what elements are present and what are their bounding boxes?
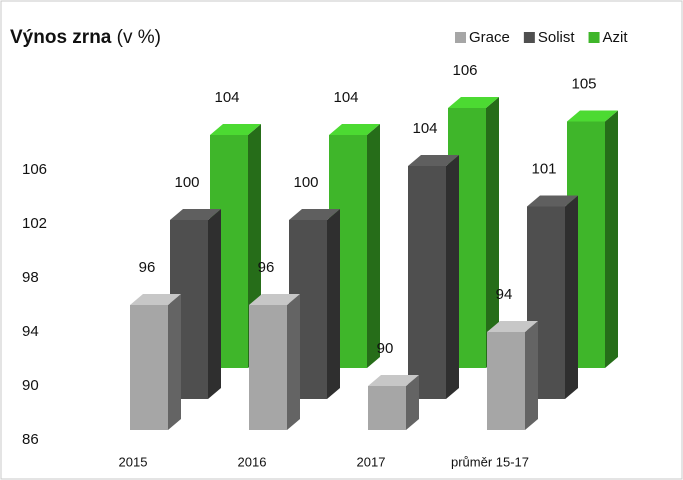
legend-swatch bbox=[523, 32, 535, 43]
value-label: 100 bbox=[174, 174, 199, 191]
title-text: Výnos zrna bbox=[10, 27, 112, 48]
y-tick-label: 86 bbox=[22, 431, 39, 448]
y-tick-label: 102 bbox=[22, 215, 47, 232]
bar-side bbox=[525, 321, 538, 430]
value-label: 96 bbox=[139, 259, 156, 276]
y-tick-label: 106 bbox=[22, 161, 47, 178]
bar-side bbox=[168, 294, 181, 430]
bar-top bbox=[249, 294, 300, 305]
legend-label: Azit bbox=[603, 29, 629, 46]
bar-side bbox=[327, 209, 340, 399]
bar-top bbox=[527, 195, 578, 207]
bar-top bbox=[210, 124, 261, 135]
value-label: 105 bbox=[571, 75, 596, 92]
bar-top bbox=[368, 375, 419, 386]
bar-top bbox=[170, 209, 221, 220]
bar-side bbox=[446, 155, 459, 399]
value-label: 94 bbox=[496, 286, 513, 303]
bar bbox=[487, 332, 525, 430]
legend-label: Solist bbox=[538, 29, 576, 46]
y-tick-label: 94 bbox=[22, 323, 39, 340]
chart-title: Výnos zrna (v %) bbox=[10, 27, 161, 48]
title-unit: (v %) bbox=[117, 27, 161, 48]
bar bbox=[408, 166, 446, 399]
bar-side bbox=[287, 294, 300, 430]
value-label: 104 bbox=[412, 120, 437, 137]
bar bbox=[249, 305, 287, 430]
y-tick-label: 98 bbox=[22, 269, 39, 286]
bar bbox=[130, 305, 168, 430]
value-label: 100 bbox=[293, 174, 318, 191]
bar-top bbox=[130, 294, 181, 305]
x-tick-label: 2015 bbox=[119, 454, 148, 469]
bar-side bbox=[406, 375, 419, 430]
bar-top bbox=[329, 124, 380, 135]
legend-swatch bbox=[588, 32, 600, 43]
bar-top bbox=[567, 110, 618, 122]
bar-side bbox=[486, 97, 499, 368]
bar-top bbox=[408, 155, 459, 166]
bar-side bbox=[208, 209, 221, 399]
value-label: 90 bbox=[377, 340, 394, 357]
value-label: 104 bbox=[333, 89, 358, 106]
value-label: 104 bbox=[214, 89, 239, 106]
y-tick-label: 90 bbox=[22, 377, 39, 394]
bar-top bbox=[487, 321, 538, 332]
value-label: 96 bbox=[258, 259, 275, 276]
bar-side bbox=[367, 124, 380, 368]
bar-side bbox=[605, 110, 618, 368]
value-label: 101 bbox=[531, 160, 556, 177]
bar bbox=[368, 386, 406, 430]
x-tick-label: 2017 bbox=[357, 454, 386, 469]
legend-swatch bbox=[455, 32, 466, 43]
value-label: 106 bbox=[452, 62, 477, 79]
bar-top bbox=[448, 97, 499, 108]
bar-top bbox=[289, 209, 340, 220]
x-tick-label: 2016 bbox=[238, 454, 267, 469]
bar-side bbox=[565, 195, 578, 399]
legend-label: Grace bbox=[469, 29, 510, 46]
x-tick-label: průměr 15-17 bbox=[451, 454, 529, 469]
